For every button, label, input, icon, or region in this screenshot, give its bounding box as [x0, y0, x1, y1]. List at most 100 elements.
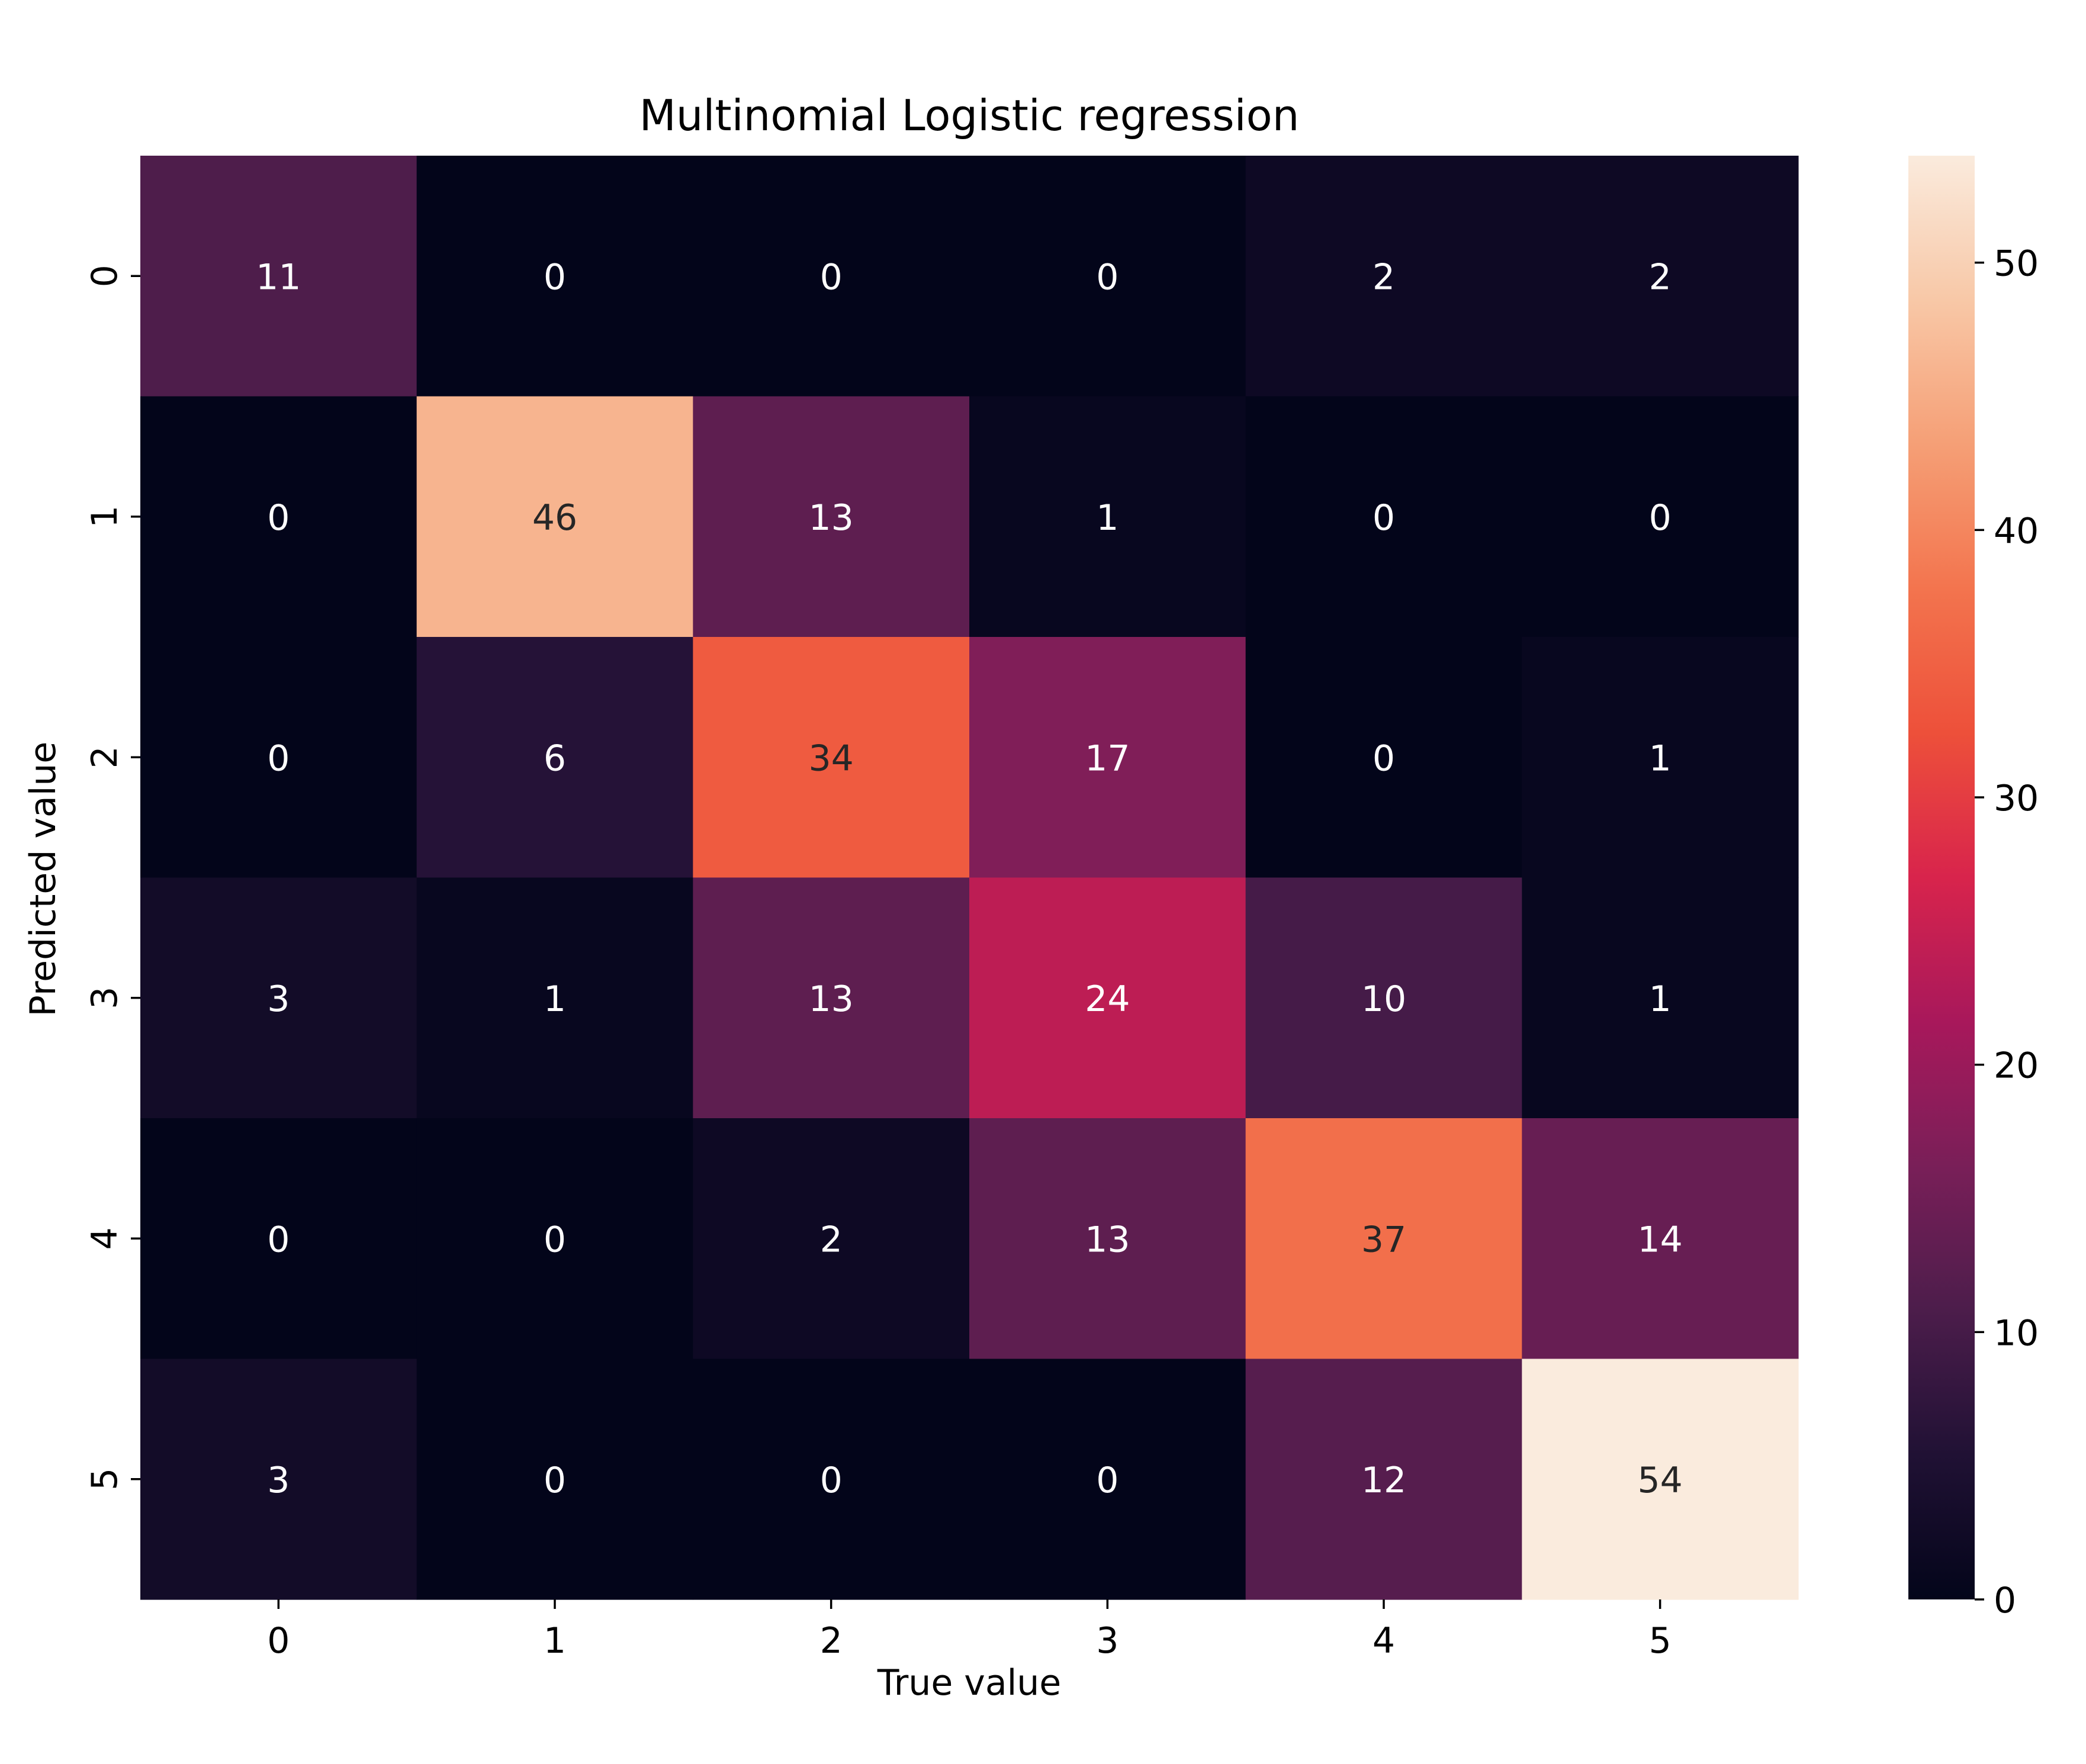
- heatmap-cell-label: 1: [544, 978, 566, 1020]
- heatmap-cell-label: 0: [1373, 738, 1395, 779]
- y-tick-label: 1: [84, 506, 126, 528]
- heatmap-cell: [416, 156, 693, 397]
- y-tick-label: 2: [84, 746, 126, 768]
- heatmap-cell-label: 46: [532, 497, 577, 539]
- heatmap-cell-label: 2: [1373, 256, 1395, 298]
- heatmap-cell-label: 0: [544, 1219, 566, 1260]
- heatmap-cell-label: 10: [1361, 978, 1406, 1020]
- chart-title: Multinomial Logistic regression: [639, 91, 1300, 140]
- heatmap-cell-label: 12: [1361, 1460, 1406, 1501]
- colorbar: [1908, 156, 1975, 1599]
- heatmap-cell: [969, 877, 1246, 1119]
- heatmap-cell: [1245, 877, 1522, 1119]
- heatmap-cell-label: 1: [1649, 738, 1672, 779]
- y-axis: 0 1 2 3 4 5: [84, 265, 140, 1491]
- colorbar-tick-label: 30: [1994, 778, 2039, 819]
- heatmap-cell-label: 0: [267, 497, 290, 539]
- heatmap-cell: [969, 1118, 1246, 1360]
- heatmap-cell-label: 1: [1649, 978, 1672, 1020]
- heatmap-cell-label: 0: [1373, 497, 1395, 539]
- heatmap-cell-label: 1: [1096, 497, 1118, 539]
- heatmap-cell-label: 3: [267, 1460, 290, 1501]
- heatmap-cell: [1522, 396, 1799, 638]
- heatmap-cell: [140, 637, 417, 878]
- colorbar-tick-label: 50: [1994, 243, 2039, 285]
- heatmap-cell: [140, 1118, 417, 1360]
- heatmap-cell: [416, 1118, 693, 1360]
- heatmap-cell: [969, 1359, 1246, 1600]
- heatmap-cell-label: 17: [1085, 738, 1130, 779]
- heatmap-cell-label: 0: [820, 256, 843, 298]
- heatmap-cell: [416, 877, 693, 1119]
- heatmap-cell: [140, 877, 417, 1119]
- heatmap-cell-label: 37: [1361, 1219, 1406, 1260]
- heatmap-cell: [1245, 156, 1522, 397]
- heatmap-cell-label: 6: [544, 738, 566, 779]
- heatmap-cell: [416, 637, 693, 878]
- heatmap-cell: [140, 396, 417, 638]
- heatmap-cell: [693, 396, 970, 638]
- heatmap-cell: [693, 1359, 970, 1600]
- heatmap-cell: [693, 1118, 970, 1360]
- heatmap-cell-label: 11: [256, 256, 301, 298]
- heatmap-cells: [140, 156, 1799, 1600]
- heatmap-cell: [693, 877, 970, 1119]
- heatmap-cell: [969, 637, 1246, 878]
- heatmap-cell-label: 14: [1637, 1219, 1682, 1260]
- heatmap-cell-label: 0: [544, 256, 566, 298]
- colorbar-tick-label: 40: [1994, 510, 2039, 552]
- heatmap-cell: [1522, 1118, 1799, 1360]
- heatmap-cell-label: 13: [808, 497, 853, 539]
- x-axis-label: True value: [877, 1662, 1061, 1704]
- heatmap-cell-label: 0: [1649, 497, 1672, 539]
- colorbar-tick-label: 20: [1994, 1045, 2039, 1087]
- heatmap-cell: [693, 637, 970, 878]
- heatmap-cell: [969, 156, 1246, 397]
- heatmap-cell-label: 24: [1085, 978, 1130, 1020]
- heatmap-cell: [1245, 1118, 1522, 1360]
- heatmap-cell: [1522, 877, 1799, 1119]
- heatmap-cell-label: 0: [1096, 1460, 1118, 1501]
- heatmap-cell-label: 0: [267, 738, 290, 779]
- heatmap-cell-label: 13: [1085, 1219, 1130, 1260]
- x-tick-label: 2: [820, 1620, 843, 1662]
- y-tick-label: 4: [84, 1227, 126, 1250]
- heatmap-cell-label: 34: [808, 738, 853, 779]
- y-axis-label: Predicted value: [23, 742, 64, 1017]
- colorbar-tick-label: 0: [1994, 1580, 2016, 1621]
- x-tick-label: 0: [267, 1620, 290, 1662]
- heatmap-cell: [1522, 1359, 1799, 1600]
- heatmap-cell: [1245, 396, 1522, 638]
- x-tick-label: 4: [1373, 1620, 1395, 1662]
- heatmap-cell: [140, 1359, 417, 1600]
- heatmap-cell-label: 2: [820, 1219, 843, 1260]
- y-tick-label: 5: [84, 1468, 126, 1491]
- heatmap-cell-label: 13: [808, 978, 853, 1020]
- heatmap-cell: [969, 396, 1246, 638]
- y-tick-label: 3: [84, 987, 126, 1009]
- heatmap-cell-label: 3: [267, 978, 290, 1020]
- heatmap-cell-labels: 11 0 0 0 2 20 46 13 1 0 00 6 34 17 0 13 1 13 24 10 10 0 2 13 37 1…: [256, 256, 1683, 1501]
- x-tick-label: 3: [1096, 1620, 1118, 1662]
- heatmap-cell: [693, 156, 970, 397]
- heatmap-cell: [1522, 637, 1799, 878]
- heatmap-cell-label: 0: [1096, 256, 1118, 298]
- heatmap-cell-label: 0: [820, 1460, 843, 1501]
- heatmap-cell: [140, 156, 417, 397]
- heatmap-cell-label: 0: [544, 1460, 566, 1501]
- heatmap-cell: [1245, 1359, 1522, 1600]
- heatmap-cell-label: 54: [1637, 1460, 1682, 1501]
- colorbar-tick-label: 10: [1994, 1312, 2039, 1354]
- y-tick-label: 0: [84, 265, 126, 287]
- heatmap-cell: [416, 1359, 693, 1600]
- heatmap-cell: [1245, 637, 1522, 878]
- x-tick-label: 5: [1649, 1620, 1672, 1662]
- heatmap-cell-label: 0: [267, 1219, 290, 1260]
- x-axis: 0 1 2 3 4 5: [267, 1599, 1672, 1662]
- heatmap-cell: [1522, 156, 1799, 397]
- heatmap-cell: [416, 396, 693, 638]
- x-tick-label: 1: [544, 1620, 566, 1662]
- colorbar-axis: 0 10 20 30 40 50: [1975, 243, 2039, 1621]
- heatmap-cell-label: 2: [1649, 256, 1672, 298]
